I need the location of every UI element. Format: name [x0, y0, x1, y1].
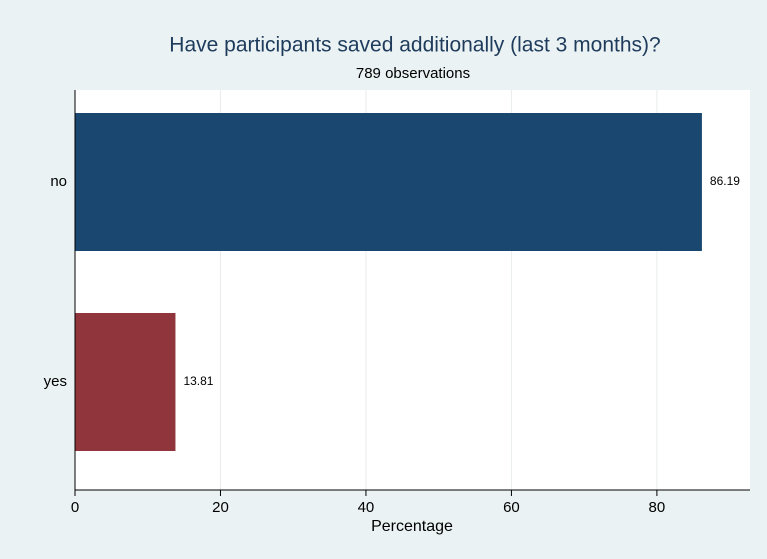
x-tick-label: 20	[212, 499, 229, 516]
x-tick-label: 0	[71, 499, 79, 516]
y-tick-label: yes	[44, 373, 67, 390]
chart-subtitle: 789 observations	[356, 65, 470, 82]
value-label: 86.19	[710, 174, 740, 188]
bar	[75, 313, 176, 451]
x-tick-label: 60	[503, 499, 520, 516]
x-tick-label: 80	[649, 499, 666, 516]
x-axis-label: Percentage	[371, 518, 453, 535]
chart-title: Have participants saved additionally (la…	[169, 34, 660, 57]
y-tick-label: no	[50, 173, 67, 190]
value-label: 13.81	[183, 374, 213, 388]
bar	[75, 113, 702, 251]
x-tick-label: 40	[358, 499, 375, 516]
